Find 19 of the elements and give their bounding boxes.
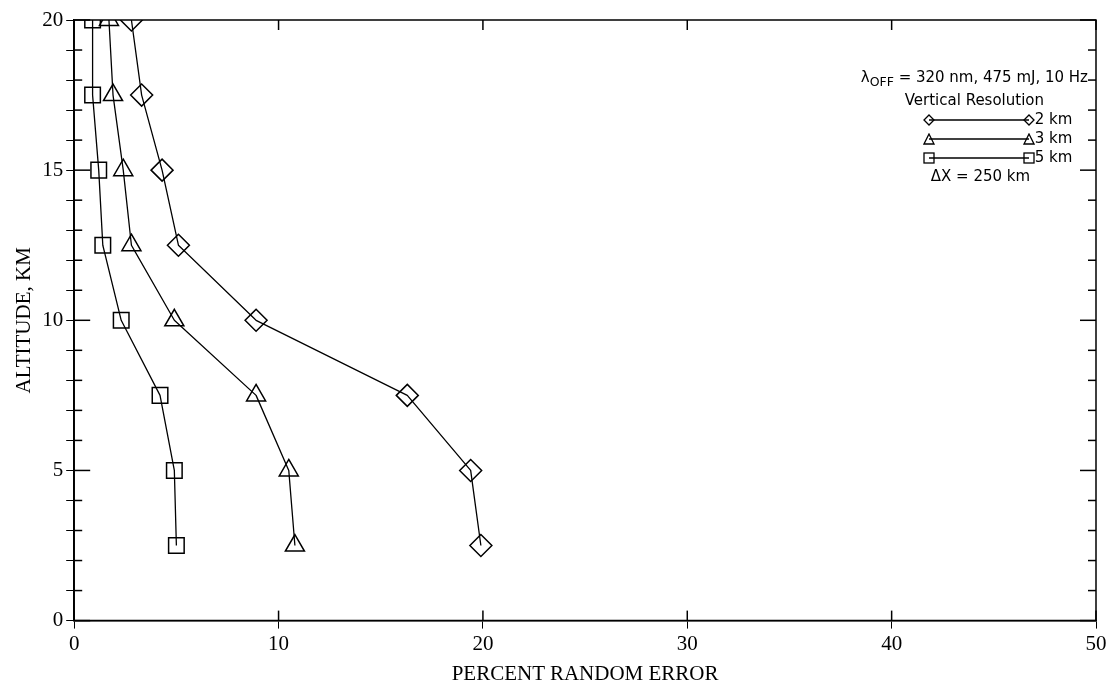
- x-tick-label: 10: [268, 630, 290, 655]
- y-tick-label: 5: [52, 456, 64, 481]
- legend-label: 2 km: [1034, 110, 1073, 129]
- legend-label: 5 km: [1034, 148, 1073, 167]
- annotation: λ$_{OFF}$ = 320 nm, 475 mJ, 10 Hz: [860, 68, 1088, 91]
- legend-title: Vertical Resolution: [903, 91, 1045, 110]
- x-tick-label: 20: [472, 630, 494, 655]
- x-axis-title: PERCENT RANDOM ERROR: [451, 660, 719, 685]
- annotation: ΔX = 250 km: [929, 167, 1032, 186]
- y-tick-label: 10: [42, 306, 64, 331]
- y-tick-label: 15: [42, 156, 64, 181]
- x-tick-label: 0: [68, 630, 80, 655]
- y-axis-title: ALTITUDE, KM: [11, 246, 36, 394]
- x-tick-label: 40: [881, 630, 903, 655]
- y-tick-label: 20: [42, 6, 64, 31]
- y-tick-label: 0: [52, 607, 64, 632]
- legend-label: 3 km: [1034, 129, 1073, 148]
- x-tick-label: 50: [1085, 630, 1107, 655]
- x-tick-label: 30: [676, 630, 698, 655]
